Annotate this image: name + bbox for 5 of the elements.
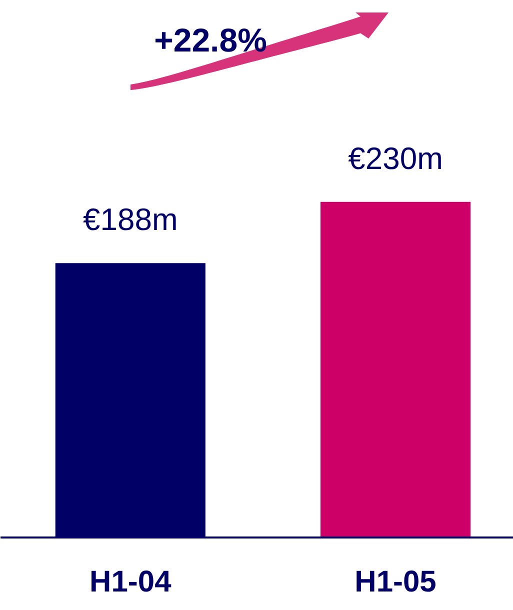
text: +22.8% <box>154 22 267 58</box>
data-label: €230m <box>348 140 443 176</box>
x-tick-label: H1-05 <box>354 566 436 598</box>
data-label: €188m <box>83 202 178 238</box>
x-tick-label: H1-04 <box>90 566 172 598</box>
